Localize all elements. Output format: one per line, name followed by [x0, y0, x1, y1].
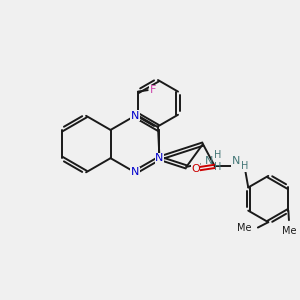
Text: F: F	[150, 85, 156, 95]
Text: N: N	[131, 167, 139, 177]
Text: N: N	[231, 156, 240, 166]
Text: N: N	[131, 111, 139, 121]
Text: H: H	[241, 161, 248, 171]
Text: Me: Me	[237, 223, 252, 232]
Text: H: H	[214, 150, 221, 160]
Text: N: N	[204, 156, 213, 166]
Text: O: O	[191, 164, 200, 174]
Text: H: H	[214, 162, 221, 172]
Text: N: N	[155, 153, 164, 163]
Text: Me: Me	[282, 226, 296, 236]
